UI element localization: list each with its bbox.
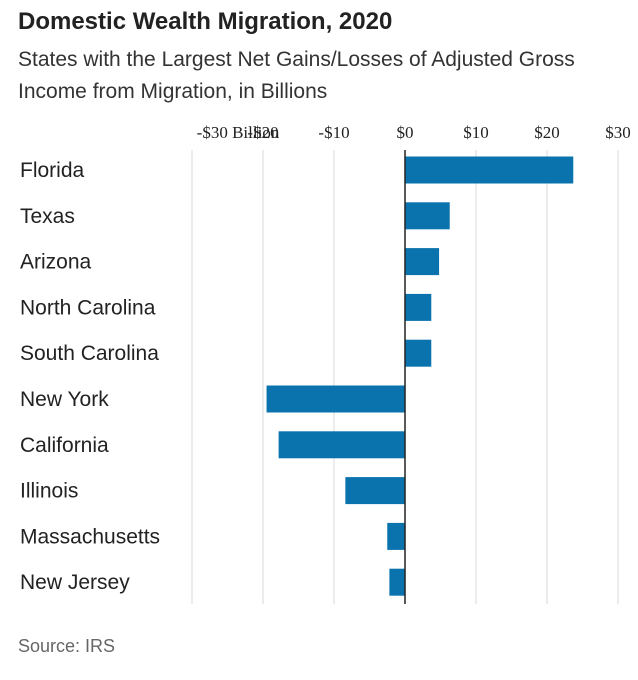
category-label: North Carolina <box>20 296 156 319</box>
category-label: New York <box>20 388 109 411</box>
bar <box>405 202 450 230</box>
x-tick-label: $10 <box>463 123 489 142</box>
bar <box>405 339 432 367</box>
bar <box>345 477 405 505</box>
x-tick-label: $20 <box>534 123 560 142</box>
category-label: New Jersey <box>20 571 130 594</box>
bar <box>387 522 405 550</box>
chart-title: Domestic Wealth Migration, 2020 <box>18 8 393 35</box>
source-note: Source: IRS <box>18 636 116 656</box>
x-tick-label: -$30 Billion <box>197 123 280 142</box>
category-label: California <box>20 434 109 457</box>
category-label: Texas <box>20 205 75 228</box>
x-tick-labels: -$30 Billion-$20 -$10 $0 $10 $20 $30 <box>197 123 631 142</box>
category-label: Arizona <box>20 251 92 274</box>
x-tick-label: -$10 <box>318 123 349 142</box>
bars <box>266 156 574 596</box>
gridlines <box>191 150 619 604</box>
chart-subtitle: States with the Largest Net Gains/Losses… <box>18 48 575 103</box>
bar <box>266 385 405 413</box>
x-tick-label: -$20 <box>247 123 278 142</box>
bar <box>405 156 574 184</box>
category-label: Massachusetts <box>20 525 160 548</box>
x-tick-label: $0 <box>397 123 414 142</box>
bar-chart: -$30 Billion-$20 -$10 $0 $10 $20 $30 Florida T… <box>20 123 631 604</box>
bar <box>278 431 405 459</box>
category-label: Florida <box>20 159 85 182</box>
x-tick-label: $30 <box>605 123 631 142</box>
bar <box>389 568 405 596</box>
category-label: Illinois <box>20 480 78 503</box>
category-label: South Carolina <box>20 342 159 365</box>
bar <box>405 248 440 276</box>
category-labels: Florida Texas Arizona North Carolina South C… <box>20 159 160 594</box>
bar <box>405 293 432 321</box>
